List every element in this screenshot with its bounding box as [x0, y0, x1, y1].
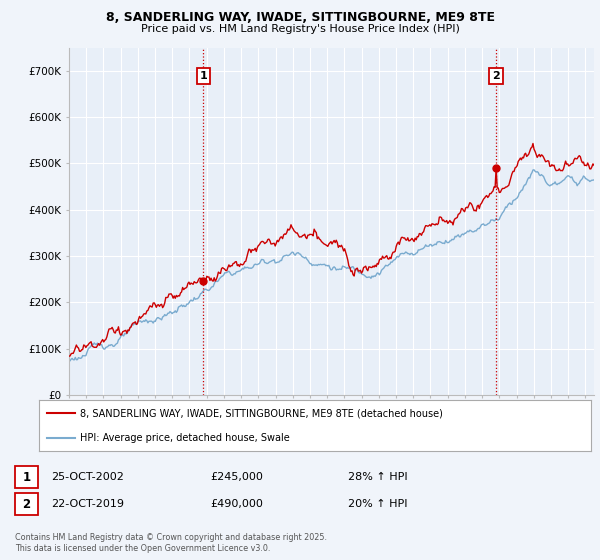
Text: £490,000: £490,000: [210, 499, 263, 509]
Text: 8, SANDERLING WAY, IWADE, SITTINGBOURNE, ME9 8TE (detached house): 8, SANDERLING WAY, IWADE, SITTINGBOURNE,…: [80, 408, 443, 418]
Text: 22-OCT-2019: 22-OCT-2019: [51, 499, 124, 509]
Text: 2: 2: [22, 497, 31, 511]
Text: £245,000: £245,000: [210, 472, 263, 482]
Text: Contains HM Land Registry data © Crown copyright and database right 2025.
This d: Contains HM Land Registry data © Crown c…: [15, 533, 327, 553]
Text: 25-OCT-2002: 25-OCT-2002: [51, 472, 124, 482]
Text: 1: 1: [22, 470, 31, 484]
Text: 28% ↑ HPI: 28% ↑ HPI: [348, 472, 407, 482]
Text: 2: 2: [492, 71, 500, 81]
Text: HPI: Average price, detached house, Swale: HPI: Average price, detached house, Swal…: [80, 433, 290, 443]
Text: 20% ↑ HPI: 20% ↑ HPI: [348, 499, 407, 509]
Text: Price paid vs. HM Land Registry's House Price Index (HPI): Price paid vs. HM Land Registry's House …: [140, 24, 460, 34]
Text: 8, SANDERLING WAY, IWADE, SITTINGBOURNE, ME9 8TE: 8, SANDERLING WAY, IWADE, SITTINGBOURNE,…: [106, 11, 494, 24]
Text: 1: 1: [200, 71, 208, 81]
